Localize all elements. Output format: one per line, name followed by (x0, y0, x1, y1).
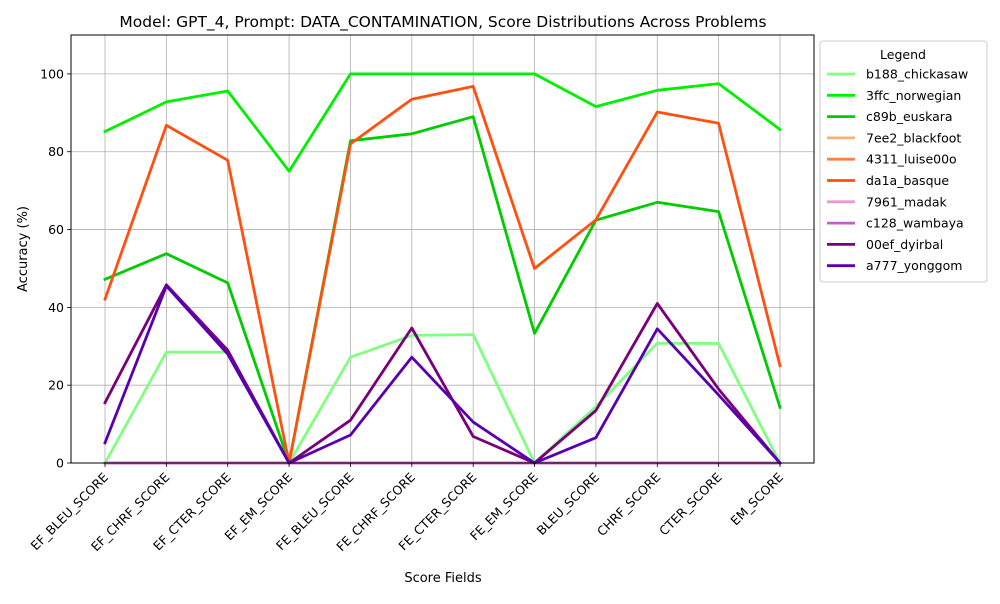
y-axis-ticks: 0 20 40 60 80 100 (40, 66, 71, 471)
legend-label: b188_chickasaw (866, 67, 968, 82)
series-line-da1a_basque (103, 85, 782, 465)
y-tick-label: 0 (56, 456, 64, 471)
series-line-b188_chickasaw (103, 333, 782, 465)
y-tick-label: 60 (48, 222, 64, 237)
legend-label: 4311_luise00o (866, 152, 957, 167)
series-line-00ef_dyirbal (103, 283, 782, 465)
x-axis-label: Score Fields (404, 571, 482, 586)
legend-label: 7ee2_blackfoot (866, 130, 961, 145)
legend-label: c128_wambaya (866, 216, 964, 231)
plot-frame (70, 34, 815, 464)
y-tick-label: 20 (48, 378, 64, 393)
y-tick-label: 100 (40, 66, 64, 81)
legend-items: b188_chickasaw 3ffc_norwegian c89b_euskara… (827, 67, 968, 273)
y-axis-label: Accuracy (%) (16, 206, 31, 292)
legend-label: da1a_basque (866, 173, 949, 188)
series-line-3ffc_norwegian (103, 72, 782, 173)
legend-label: a777_yonggom (866, 258, 962, 273)
series-lines (103, 72, 782, 465)
x-tick-label: BLEU_SCORE (533, 469, 602, 538)
legend-label: c89b_euskara (866, 109, 953, 124)
y-tick-label: 40 (48, 300, 64, 315)
y-tick-label: 80 (48, 144, 64, 159)
series-line-c89b_euskara (103, 115, 782, 465)
chart-title: Model: GPT_4, Prompt: DATA_CONTAMINATION… (119, 13, 766, 32)
x-tick-label: CHRF_SCORE (594, 469, 664, 539)
legend-label: 7961_madak (866, 194, 947, 209)
x-tick-label: CTER_SCORE (656, 469, 725, 538)
legend-label: 3ffc_norwegian (866, 88, 961, 103)
legend-box (819, 40, 988, 283)
legend-title: Legend (880, 47, 926, 62)
series-line-a777_yonggom (103, 284, 782, 465)
legend: Legend b188_chickasaw 3ffc_norwegian c89b_… (819, 40, 988, 283)
legend-label: 00ef_dyirbal (866, 237, 943, 252)
x-tick-label: EM_SCORE (727, 469, 786, 528)
x-axis-ticks: EF_BLEU_SCOREEF_CHRF_SCOREEF_CTER_SCOREE… (27, 463, 786, 554)
